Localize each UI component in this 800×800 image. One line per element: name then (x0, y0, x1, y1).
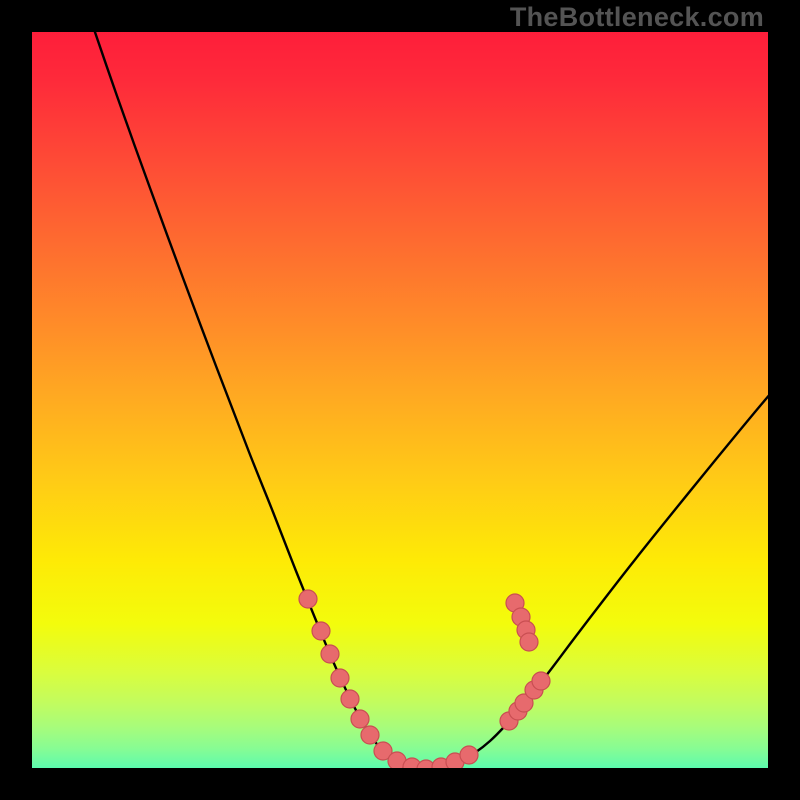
gradient-background (0, 0, 800, 800)
watermark-text: TheBottleneck.com (510, 2, 764, 33)
